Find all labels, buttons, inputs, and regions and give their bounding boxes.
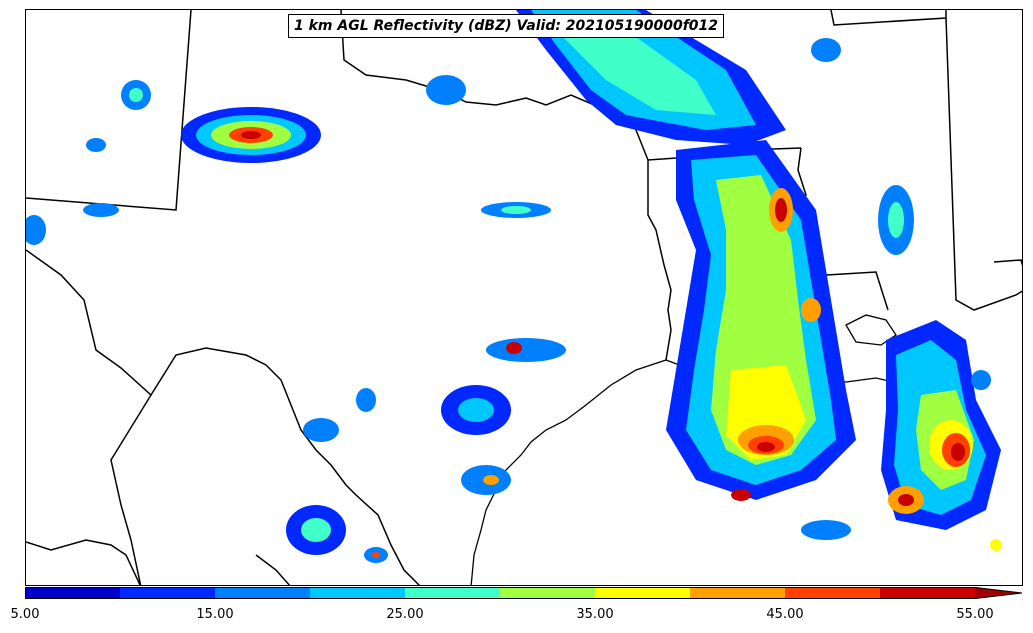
colorbar-segment (120, 587, 216, 599)
colorbar-segment (500, 587, 596, 599)
colorbar-tick-label: 15.00 (196, 607, 234, 622)
colorbar-outline (25, 587, 1023, 599)
map-title: 1 km AGL Reflectivity (dBZ) Valid: 20210… (288, 14, 725, 38)
colorbar-segment (880, 587, 976, 599)
colorbar-segment (310, 587, 406, 599)
reflectivity-map (26, 10, 1022, 585)
map-panel (25, 9, 1023, 586)
colorbar-tick-label: 5.00 (10, 607, 40, 622)
colorbar-segment (595, 587, 691, 599)
colorbar-tick-label: 45.00 (766, 607, 804, 622)
colorbar-tick-label: 55.00 (956, 607, 994, 622)
colorbar-tick-label: 35.00 (576, 607, 614, 622)
state-boundaries (26, 10, 1022, 585)
colorbar-segment (785, 587, 881, 599)
colorbar-segment (405, 587, 501, 599)
colorbar-extend-arrow (975, 587, 1022, 599)
colorbar (25, 587, 1023, 599)
colorbar-tick-label: 25.00 (386, 607, 424, 622)
colorbar-segment (690, 587, 786, 599)
precip-cells (26, 10, 1002, 563)
colorbar-segment (215, 587, 311, 599)
colorbar-segment (25, 587, 121, 599)
